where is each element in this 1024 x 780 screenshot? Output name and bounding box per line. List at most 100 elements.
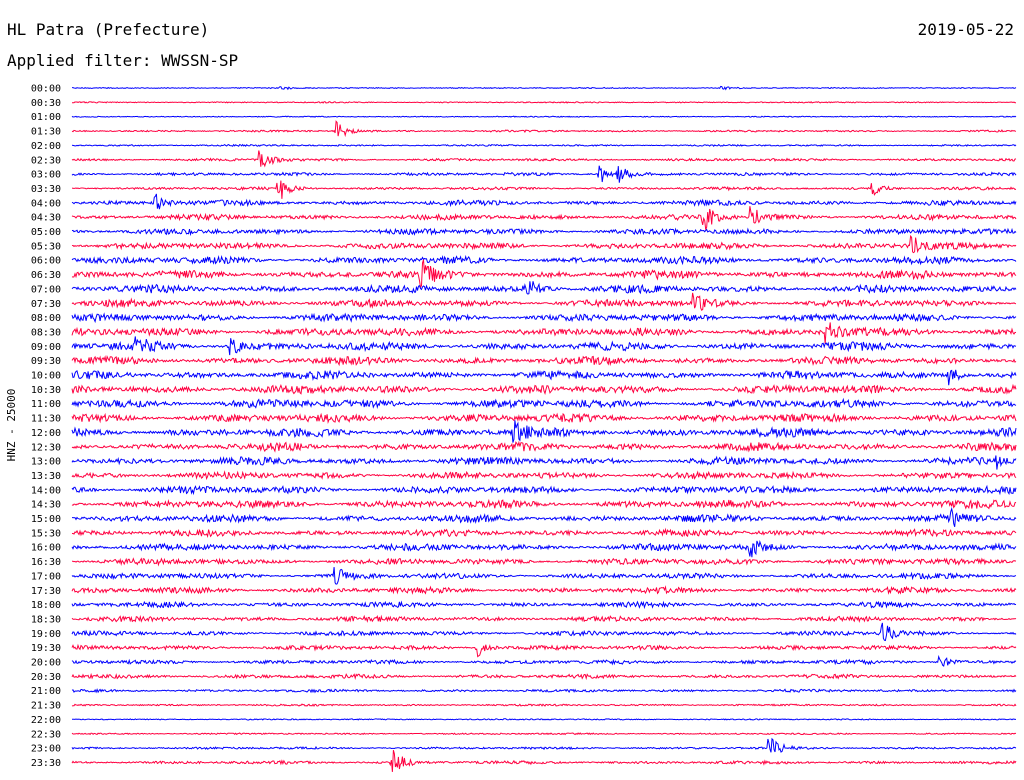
row-time-label: 11:00 <box>31 399 61 410</box>
row-time-label: 15:30 <box>31 528 61 539</box>
seismic-trace <box>71 397 1017 410</box>
seismic-trace <box>71 688 1017 694</box>
seismic-trace <box>71 227 1017 237</box>
seismic-trace <box>71 585 1017 595</box>
seismic-trace <box>71 115 1017 118</box>
row-time-label: 23:00 <box>31 744 61 755</box>
seismic-trace <box>71 281 1017 295</box>
seismic-trace <box>72 506 1017 527</box>
seismic-trace <box>71 354 1017 367</box>
row-time-label: 09:00 <box>31 342 61 353</box>
filter-label: Applied filter: WWSSN-SP <box>7 51 239 70</box>
row-time-label: 04:30 <box>31 213 61 224</box>
seismic-trace <box>71 498 1017 510</box>
seismic-trace <box>71 484 1017 496</box>
row-time-label: 04:00 <box>31 198 61 209</box>
seismic-trace <box>72 100 1016 104</box>
seismic-trace <box>71 292 1017 311</box>
row-time-label: 02:00 <box>31 141 61 152</box>
seismic-trace <box>72 718 1016 721</box>
channel-label: HNZ - 25000 <box>5 389 18 462</box>
seismic-trace <box>71 259 1017 289</box>
row-time-label: 15:00 <box>31 514 61 525</box>
seismic-trace <box>71 143 1017 148</box>
row-time-label: 00:30 <box>31 98 61 109</box>
row-time-label: 17:00 <box>31 571 61 582</box>
row-time-label: 01:00 <box>31 112 61 123</box>
row-time-label: 09:30 <box>31 356 61 367</box>
row-time-label: 11:30 <box>31 414 61 425</box>
row-time-label: 03:30 <box>31 184 61 195</box>
row-time-label: 01:30 <box>31 127 61 138</box>
seismic-trace <box>71 120 1017 138</box>
seismic-trace <box>71 737 1017 753</box>
seismic-trace <box>71 749 1017 772</box>
row-time-label: 10:30 <box>31 385 61 396</box>
row-time-label: 20:00 <box>31 658 61 669</box>
row-time-label: 18:30 <box>31 614 61 625</box>
row-time-label: 14:00 <box>31 485 61 496</box>
row-time-label: 02:30 <box>31 155 61 166</box>
row-time-label: 06:30 <box>31 270 61 281</box>
seismic-trace <box>71 672 1017 681</box>
seismic-trace <box>71 527 1017 538</box>
seismic-trace <box>71 412 1017 424</box>
row-time-label: 08:00 <box>31 313 61 324</box>
trace-rows: 00:00 00:30 01:00 01:30 02:00 02:30 03:00 03:30… <box>31 84 1017 772</box>
row-time-label: 12:00 <box>31 428 61 439</box>
row-time-label: 20:30 <box>31 672 61 683</box>
seismic-trace <box>71 206 1017 230</box>
seismic-trace <box>71 440 1017 453</box>
seismic-trace <box>71 600 1017 610</box>
row-time-label: 16:00 <box>31 543 61 554</box>
seismic-trace <box>71 732 1017 736</box>
seismic-trace <box>71 622 1017 642</box>
row-time-label: 17:30 <box>31 586 61 597</box>
station-title: HL Patra (Prefecture) <box>7 20 210 39</box>
row-time-label: 18:00 <box>31 600 61 611</box>
row-time-label: 23:30 <box>31 758 61 769</box>
row-time-label: 13:00 <box>31 457 61 468</box>
row-time-label: 08:30 <box>31 327 61 338</box>
row-time-label: 12:30 <box>31 442 61 453</box>
row-time-label: 14:30 <box>31 500 61 511</box>
seismic-trace <box>72 85 1017 91</box>
row-time-label: 19:00 <box>31 629 61 640</box>
seismic-trace <box>71 336 1017 356</box>
row-time-label: 13:30 <box>31 471 61 482</box>
row-time-label: 22:00 <box>31 715 61 726</box>
row-time-label: 21:00 <box>31 686 61 697</box>
row-time-label: 05:30 <box>31 241 61 252</box>
row-time-label: 03:00 <box>31 170 61 181</box>
seismic-trace <box>71 567 1017 585</box>
seismic-trace <box>71 557 1017 567</box>
row-time-label: 06:00 <box>31 256 61 267</box>
seismic-trace <box>71 369 1017 386</box>
seismic-trace <box>71 165 1017 183</box>
seismic-trace <box>71 614 1017 623</box>
seismic-trace <box>71 539 1017 558</box>
seismic-trace <box>71 383 1017 396</box>
seismic-trace <box>71 234 1017 254</box>
row-time-label: 21:30 <box>31 701 61 712</box>
seismic-trace <box>71 703 1017 707</box>
row-time-label: 07:00 <box>31 284 61 295</box>
seismic-trace <box>71 180 1017 199</box>
seismic-trace <box>71 322 1017 344</box>
row-time-label: 16:30 <box>31 557 61 568</box>
row-time-label: 07:30 <box>31 299 61 310</box>
date-label: 2019-05-22 <box>917 20 1014 39</box>
seismic-trace <box>71 470 1017 481</box>
seismic-trace <box>71 654 1017 667</box>
seismic-trace <box>71 643 1017 658</box>
seismic-trace <box>71 254 1017 266</box>
seismic-trace <box>71 455 1017 470</box>
seismic-trace <box>71 150 1017 168</box>
row-time-label: 10:00 <box>31 371 61 382</box>
row-time-label: 00:00 <box>31 84 61 95</box>
seismic-trace <box>71 312 1017 324</box>
row-time-label: 22:30 <box>31 729 61 740</box>
seismic-trace <box>71 193 1017 210</box>
seismic-trace <box>71 420 1017 443</box>
